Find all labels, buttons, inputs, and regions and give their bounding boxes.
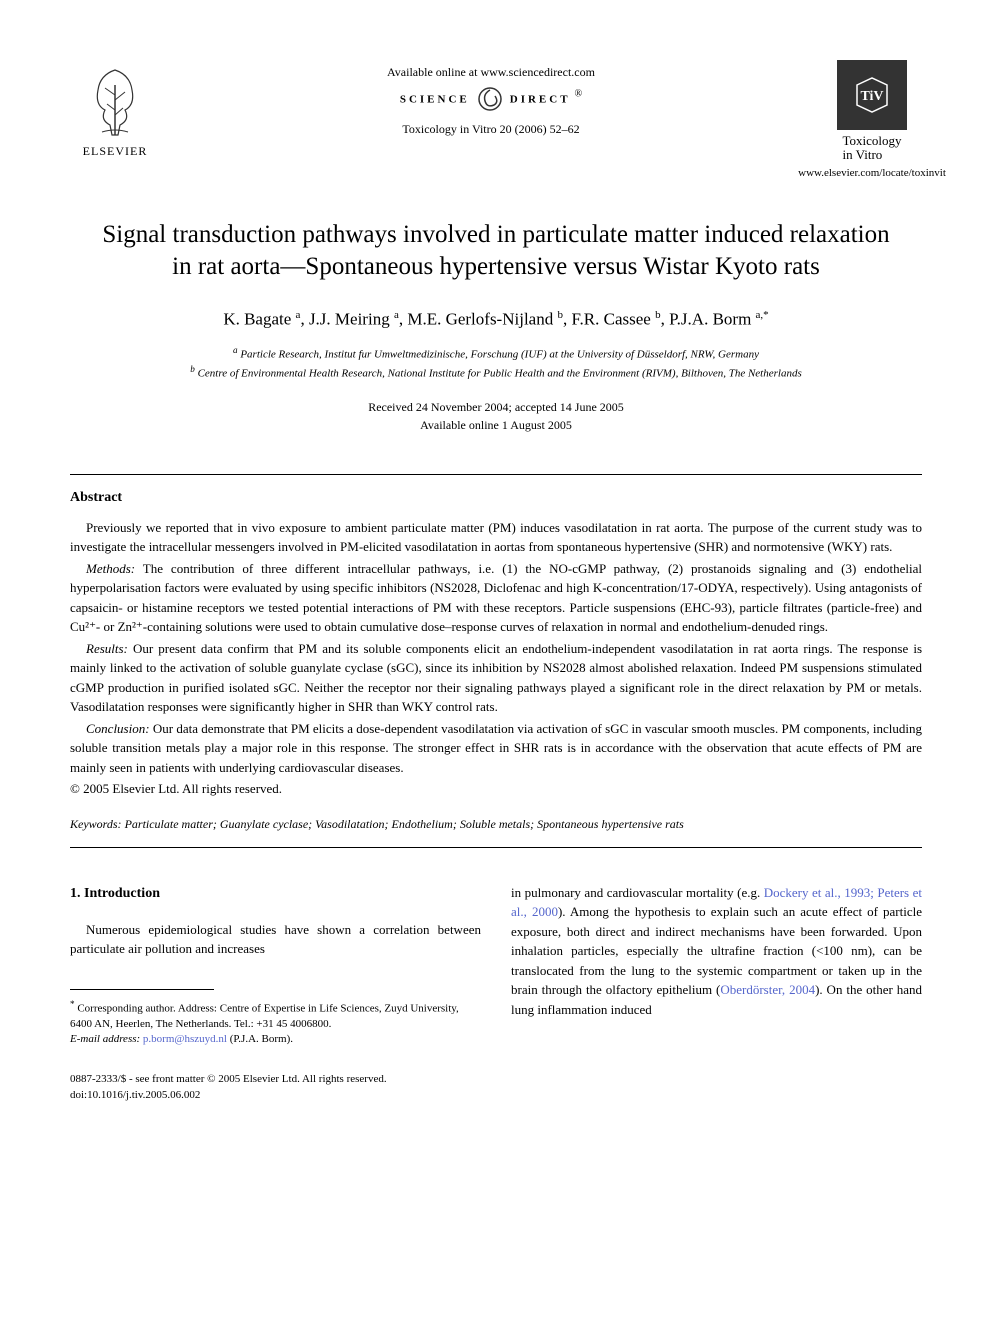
body-columns: 1. Introduction Numerous epidemiological… [70,883,922,1104]
publisher-name: ELSEVIER [83,144,148,159]
author-list: K. Bagate a, J.J. Meiring a, M.E. Gerlof… [70,309,922,330]
methods-text: The contribution of three different intr… [70,561,922,635]
affiliation-a-text: Particle Research, Institut fur Umweltme… [240,349,759,361]
corresponding-footnote: * Corresponding author. Address: Centre … [70,998,481,1032]
abstract-results: Results: Our present data confirm that P… [70,639,922,717]
conclusion-text: Our data demonstrate that PM elicits a d… [70,721,922,775]
sd-right: DIRECT [510,94,571,106]
journal-header: ELSEVIER Available online at www.science… [70,60,922,179]
citation-line: Toxicology in Vitro 20 (2006) 52–62 [160,122,822,137]
abstract-conclusion: Conclusion: Our data demonstrate that PM… [70,719,922,778]
journal-name-line2: in Vitro [842,147,882,162]
doi-line: doi:10.1016/j.tiv.2005.06.002 [70,1088,481,1103]
results-label: Results: [86,641,128,656]
results-text: Our present data confirm that PM and its… [70,641,922,715]
abstract-intro: Previously we reported that in vivo expo… [70,518,922,557]
abstract-heading: Abstract [70,490,922,506]
journal-logo-block: TiV Toxicology in Vitro www.elsevier.com… [822,60,922,179]
publisher-logo-block: ELSEVIER [70,60,160,159]
locate-url: www.elsevier.com/locate/toxinvit [798,167,946,179]
affiliation-b-text: Centre of Environmental Health Research,… [198,368,802,380]
column-right: in pulmonary and cardiovascular mortalit… [511,883,922,1104]
elsevier-tree-icon [80,60,150,140]
footnote-separator [70,989,214,990]
affiliation-b: b Centre of Environmental Health Researc… [70,363,922,382]
sd-left: SCIENCE [400,94,470,106]
journal-name: Toxicology in Vitro [842,134,901,163]
citation-link-2[interactable]: Oberdörster, 2004 [720,982,815,997]
keywords-line: Keywords: Particulate matter; Guanylate … [70,817,922,832]
affiliations: a Particle Research, Institut fur Umwelt… [70,344,922,382]
sciencedirect-logo: SCIENCE DIRECT ® [160,86,822,112]
abstract-methods: Methods: The contribution of three diffe… [70,559,922,637]
intro-heading: 1. Introduction [70,883,481,904]
conclusion-label: Conclusion: [86,721,150,736]
keywords-text: Particulate matter; Guanylate cyclase; V… [125,817,684,831]
issn-line: 0887-2333/$ - see front matter © 2005 El… [70,1072,481,1087]
journal-name-line1: Toxicology [842,133,901,148]
col2-pre: in pulmonary and cardiovascular mortalit… [511,885,764,900]
email-footnote: E-mail address: p.borm@hszuyd.nl (P.J.A.… [70,1032,481,1047]
abstract-body: Previously we reported that in vivo expo… [70,518,922,799]
methods-label: Methods: [86,561,135,576]
email-paren: (P.J.A. Borm). [230,1033,293,1045]
intro-col1-para: Numerous epidemiological studies have sh… [70,920,481,959]
received-date: Received 24 November 2004; accepted 14 J… [70,398,922,416]
online-date: Available online 1 August 2005 [70,416,922,434]
svg-text:TiV: TiV [860,89,883,104]
copyright-line: © 2005 Elsevier Ltd. All rights reserved… [70,779,922,799]
divider-bottom [70,847,922,848]
header-center: Available online at www.sciencedirect.co… [160,60,822,137]
affiliation-a: a Particle Research, Institut fur Umwelt… [70,344,922,363]
keywords-label: Keywords: [70,817,122,831]
tiv-logo-icon: TiV [837,60,907,130]
bottom-meta: 0887-2333/$ - see front matter © 2005 El… [70,1072,481,1103]
article-title: Signal transduction pathways involved in… [100,219,892,284]
intro-col2-para: in pulmonary and cardiovascular mortalit… [511,883,922,1020]
article-dates: Received 24 November 2004; accepted 14 J… [70,398,922,434]
sd-swirl-icon [477,86,503,112]
email-link[interactable]: p.borm@hszuyd.nl [143,1033,227,1045]
email-label: E-mail address: [70,1033,140,1045]
available-online-text: Available online at www.sciencedirect.co… [160,65,822,80]
divider-top [70,474,922,475]
corr-label: Corresponding author. [77,1002,175,1014]
column-left: 1. Introduction Numerous epidemiological… [70,883,481,1104]
